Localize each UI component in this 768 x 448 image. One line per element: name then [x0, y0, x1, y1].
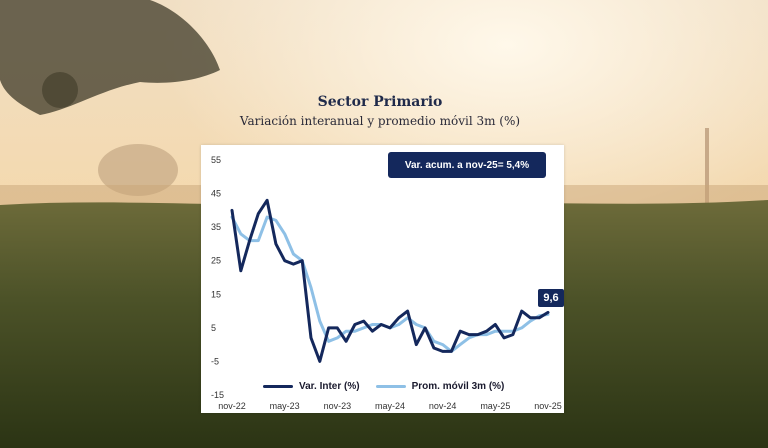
chart-title: Sector Primario	[317, 94, 443, 110]
chart-heading: Sector Primario Variación interanual y p…	[140, 92, 620, 130]
y-tick-label: 55	[211, 155, 221, 165]
chart-panel: 55 45 35 25 15 5 -5 -15 nov-22 may-23 nov-23 may-24…	[201, 145, 564, 413]
accumulated-variation-badge: Var. acum. a nov-25= 5,4%	[388, 152, 546, 178]
y-tick-label: -15	[211, 390, 224, 400]
legend-item-var-inter: Var. Inter (%)	[263, 381, 360, 392]
chart-subtitle: Variación interanual y promedio móvil 3m…	[239, 114, 521, 128]
legend-item-prom-movil: Prom. móvil 3m (%)	[375, 380, 505, 392]
y-tick-label: 45	[211, 189, 221, 199]
x-tick-label: nov-22	[218, 401, 246, 411]
legend-swatch-var-inter	[263, 384, 293, 388]
last-value-label: 9,6	[538, 289, 564, 307]
series-line-var-inter	[230, 198, 550, 363]
x-tick-label: may-23	[270, 401, 300, 411]
legend-label-var-inter: Var. Inter (%)	[299, 380, 360, 392]
x-tick-label: nov-23	[324, 401, 352, 411]
x-tick-label: may-25	[480, 401, 510, 411]
x-tick-label: nov-24	[429, 401, 457, 411]
y-tick-label: 5	[211, 323, 216, 333]
legend-swatch-prom-movil	[375, 384, 406, 388]
y-tick-label: -5	[211, 356, 219, 366]
y-tick-label: 35	[211, 222, 221, 232]
x-tick-label: nov-25	[534, 401, 562, 411]
chart-legend: Var. Inter (%) Prom. móvil 3m (%)	[263, 379, 523, 393]
x-tick-label: may-24	[375, 401, 405, 411]
legend-label-prom-movil: Prom. móvil 3m (%)	[411, 380, 505, 392]
y-tick-label: 25	[211, 256, 221, 266]
y-tick-label: 15	[211, 289, 221, 299]
